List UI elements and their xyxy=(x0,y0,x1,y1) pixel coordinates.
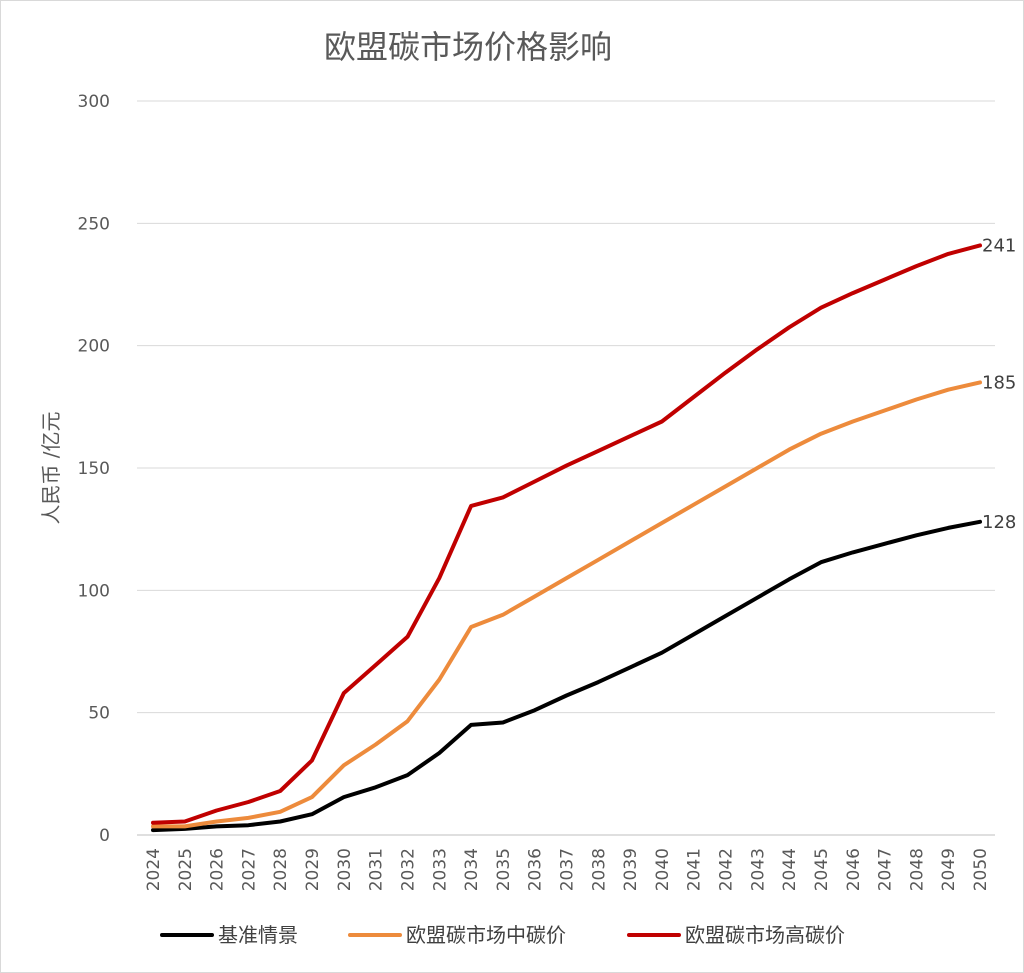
x-tick-label: 2032 xyxy=(398,848,418,891)
y-axis-title: 人民币 /亿元 xyxy=(39,411,63,524)
x-tick-label: 2048 xyxy=(907,848,927,891)
x-tick-label: 2027 xyxy=(239,848,259,891)
data-label-end-2: 241 xyxy=(982,235,1016,256)
legend-label-1: 欧盟碳市场中碳价 xyxy=(406,923,566,947)
x-tick-label: 2038 xyxy=(589,848,609,891)
x-tick-label: 2044 xyxy=(780,848,800,891)
data-label-end-1: 185 xyxy=(982,372,1016,393)
series-lines xyxy=(151,243,982,833)
x-tick-label: 2036 xyxy=(526,848,546,891)
x-tick-label: 2041 xyxy=(685,848,705,891)
x-tick-label: 2028 xyxy=(271,848,291,891)
x-tick-label: 2025 xyxy=(176,848,196,891)
x-tick-label: 2024 xyxy=(144,848,164,891)
x-tick-labels: 2024 2025 2026 2027 2028 2029 2030 2031 2032 2033… xyxy=(144,848,991,891)
x-tick-label: 2042 xyxy=(717,848,737,891)
x-tick-label: 2045 xyxy=(812,848,832,891)
x-tick-label: 2043 xyxy=(748,848,768,891)
x-tick-label: 2047 xyxy=(876,848,896,891)
y-tick-label: 150 xyxy=(78,459,110,479)
x-tick-label: 2033 xyxy=(430,848,450,891)
x-tick-label: 2039 xyxy=(621,848,641,891)
x-tick-label: 2031 xyxy=(367,848,387,891)
y-tick-label: 50 xyxy=(88,704,110,724)
x-tick-label: 2026 xyxy=(208,848,228,891)
y-tick-labels: 0 50 100 150 200 250 300 xyxy=(78,92,110,846)
y-tick-label: 300 xyxy=(78,92,110,112)
x-tick-label: 2040 xyxy=(653,848,673,891)
data-label-end-0: 128 xyxy=(982,512,1016,533)
legend-label-2: 欧盟碳市场高碳价 xyxy=(685,923,845,947)
series-line-2 xyxy=(151,243,982,825)
end-labels: 128 185 241 xyxy=(982,235,1016,532)
x-tick-label: 2035 xyxy=(494,848,514,891)
legend-label-0: 基准情景 xyxy=(218,923,298,947)
x-tick-label: 2030 xyxy=(335,848,355,891)
series-line-1 xyxy=(151,380,982,829)
y-tick-label: 0 xyxy=(99,826,110,846)
x-tick-label: 2037 xyxy=(558,848,578,891)
legend: 基准情景 欧盟碳市场中碳价 欧盟碳市场高碳价 xyxy=(160,923,845,947)
series-line-0 xyxy=(151,519,982,833)
x-tick-label: 2034 xyxy=(462,848,482,891)
y-tick-label: 250 xyxy=(78,214,110,234)
x-tick-label: 2046 xyxy=(844,848,864,891)
y-tick-label: 200 xyxy=(78,337,110,357)
x-tick-label: 2049 xyxy=(939,848,959,891)
x-tick-label: 2050 xyxy=(971,848,991,891)
x-tick-label: 2029 xyxy=(303,848,323,891)
chart-title: 欧盟碳市场价格影响 xyxy=(324,28,612,66)
y-tick-label: 100 xyxy=(78,581,110,601)
gridlines xyxy=(137,100,995,836)
